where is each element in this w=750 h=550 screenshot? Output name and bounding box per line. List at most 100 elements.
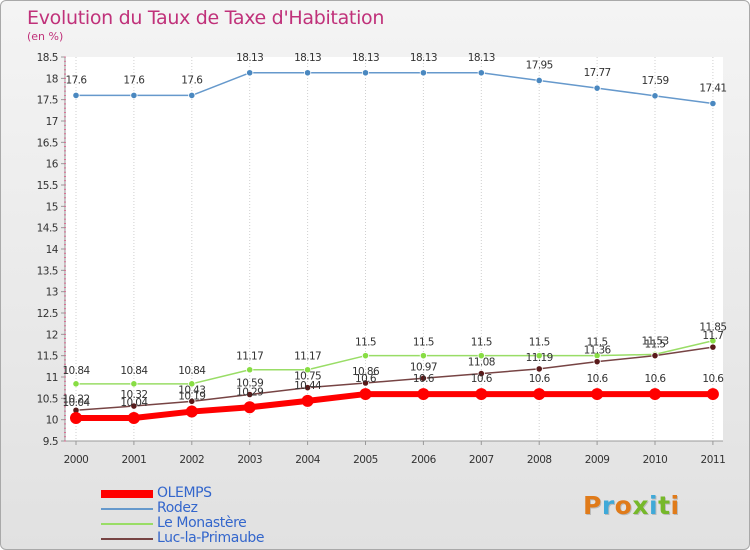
- series-line-rodez: [76, 72, 713, 105]
- chart-subtitle: (en %): [27, 30, 64, 43]
- logo-letter: P: [583, 491, 602, 520]
- data-point-luc-la-primaube: [130, 402, 138, 410]
- data-point-rodez: [477, 69, 485, 77]
- data-label-le-monast-re: 11.5: [471, 337, 492, 349]
- data-label-rodez: 18.13: [352, 52, 379, 64]
- logo-letter: i: [649, 491, 659, 520]
- data-label-rodez: 17.77: [584, 67, 611, 79]
- data-label-luc-la-primaube: 11.19: [526, 352, 553, 364]
- data-label-olemps: 10.6: [355, 373, 377, 385]
- data-point-olemps: [591, 388, 604, 401]
- y-tick-label: 11: [46, 372, 58, 384]
- x-tick-label: 2010: [643, 454, 668, 466]
- data-point-rodez: [246, 69, 254, 77]
- data-point-luc-la-primaube: [361, 379, 370, 387]
- data-point-rodez: [188, 91, 196, 100]
- y-tick-label: 18.5: [37, 52, 58, 64]
- grid: [65, 57, 723, 441]
- data-label-olemps: 10.6: [471, 373, 493, 385]
- y-tick-label: 18: [46, 73, 58, 85]
- x-tick-label: 2000: [64, 454, 89, 466]
- y-tick-label: 16: [46, 159, 59, 171]
- data-point-rodez: [709, 99, 717, 108]
- legend-swatch: [101, 523, 153, 525]
- axes: 9.5 10 10.5 11 11.5 12 12.5 13 13.5 14 14.5 15 15.5 1…: [37, 52, 726, 466]
- data-point-le-monast-re: [419, 352, 427, 360]
- data-point-olemps: [127, 411, 140, 424]
- y-tick-label: 12.5: [37, 308, 58, 320]
- data-label-luc-la-primaube: 10.22: [62, 393, 89, 405]
- data-point-rodez: [130, 91, 138, 100]
- data-label-le-monast-re: 11.53: [641, 335, 668, 347]
- data-point-olemps: [649, 388, 661, 401]
- data-point-le-monast-re: [72, 380, 80, 388]
- data-label-luc-la-primaube: 10.43: [178, 384, 205, 396]
- logo-letter: r: [601, 491, 615, 520]
- y-tick-label: 13: [46, 287, 58, 299]
- x-tick-label: 2007: [469, 454, 494, 466]
- legend-swatch: [101, 508, 153, 510]
- data-point-olemps: [301, 394, 314, 407]
- data-label-le-monast-re: 11.17: [294, 351, 321, 363]
- data-point-luc-la-primaube: [535, 365, 543, 373]
- y-tick-label: 13.5: [37, 265, 58, 277]
- data-label-le-monast-re: 10.84: [62, 365, 90, 377]
- data-point-rodez: [72, 91, 80, 100]
- y-tick-label: 10.5: [37, 393, 58, 405]
- x-tick-label: 2003: [237, 454, 262, 466]
- y-tick-label: 15.5: [37, 180, 58, 192]
- data-label-olemps: 10.19: [178, 391, 205, 403]
- y-tick-label: 15: [46, 201, 58, 213]
- data-label-le-monast-re: 11.5: [529, 337, 550, 349]
- data-point-rodez: [361, 69, 370, 77]
- x-tick-label: 2009: [585, 454, 610, 466]
- data-point-olemps: [70, 411, 82, 424]
- y-tick-label: 10: [46, 415, 58, 427]
- data-point-luc-la-primaube: [303, 384, 312, 392]
- data-point-le-monast-re: [188, 380, 196, 388]
- data-label-le-monast-re: 11.5: [587, 337, 608, 349]
- y-tick-label: 12: [46, 329, 58, 341]
- data-point-rodez: [419, 69, 427, 77]
- logo-letter: t: [658, 491, 671, 520]
- data-label-olemps: 10.6: [645, 373, 667, 385]
- data-label-rodez: 17.95: [526, 59, 553, 71]
- series-line-le-monast-re: [76, 340, 714, 385]
- data-point-rodez: [651, 92, 659, 100]
- data-label-le-monast-re: 11.5: [413, 337, 434, 349]
- data-label-olemps: 10.6: [702, 373, 724, 385]
- x-tick-label: 2001: [122, 454, 147, 466]
- data-label-olemps: 10.04: [62, 397, 90, 409]
- y-tick-label: 14.5: [37, 223, 58, 235]
- data-point-olemps: [243, 401, 256, 414]
- data-point-luc-la-primaube: [651, 352, 659, 360]
- data-point-le-monast-re: [303, 366, 312, 374]
- data-label-luc-la-primaube: 10.86: [352, 366, 380, 378]
- x-tick-label: 2006: [411, 454, 437, 466]
- y-tick-label: 9.5: [43, 436, 58, 448]
- y-tick-label: 17: [46, 116, 58, 128]
- x-tick-label: 2004: [295, 454, 321, 466]
- data-label-le-monast-re: 10.84: [120, 365, 148, 377]
- data-point-rodez: [303, 69, 312, 77]
- legend-label: OLEMPS: [157, 485, 212, 501]
- data-point-olemps: [359, 388, 372, 401]
- y-tick-label: 14: [46, 244, 59, 256]
- data-point-rodez: [535, 76, 543, 85]
- y-tick-label: 16.5: [37, 137, 58, 149]
- data-label-rodez: 17.59: [641, 75, 668, 87]
- data-point-luc-la-primaube: [709, 343, 717, 351]
- data-label-rodez: 17.41: [699, 83, 726, 95]
- data-label-luc-la-primaube: 11.36: [584, 345, 612, 357]
- data-point-le-monast-re: [535, 352, 543, 360]
- data-point-olemps: [185, 405, 198, 418]
- chart-title: Evolution du Taux de Taxe d'Habitation: [27, 7, 385, 29]
- data-label-rodez: 17.6: [123, 74, 145, 86]
- data-label-rodez: 18.13: [410, 52, 437, 64]
- data-label-le-monast-re: 10.84: [178, 365, 206, 377]
- data-label-le-monast-re: 11.5: [355, 337, 376, 349]
- data-label-luc-la-primaube: 10.75: [294, 371, 321, 383]
